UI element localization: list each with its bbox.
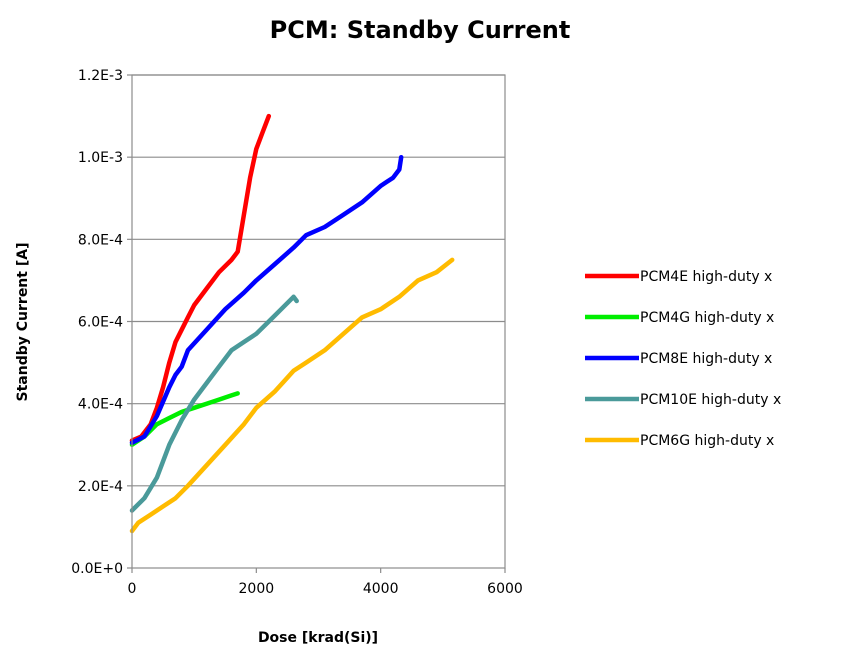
series-line-5 bbox=[129, 257, 455, 534]
legend-label: PCM8E high-duty x bbox=[640, 351, 772, 367]
y-tick-label: 1.2E-3 bbox=[78, 68, 123, 84]
axes-layer bbox=[131, 74, 506, 569]
x-axis-title: Dose [krad(Si)] bbox=[258, 630, 378, 646]
y-tick-label: 2.0E-4 bbox=[78, 479, 123, 495]
legend-label: PCM4G high-duty x bbox=[640, 310, 774, 326]
x-tick-label: 6000 bbox=[487, 581, 523, 597]
series-line-3 bbox=[129, 154, 404, 445]
legend-label: PCM10E high-duty x bbox=[640, 392, 781, 408]
x-tick-label: 2000 bbox=[239, 581, 275, 597]
legend-label: PCM6G high-duty x bbox=[640, 433, 774, 449]
y-tick-label: 1.0E-3 bbox=[78, 150, 123, 166]
series-line-4 bbox=[129, 294, 299, 513]
y-tick-label: 4.0E-4 bbox=[78, 397, 123, 413]
legend: PCM4E high-duty x PCM4G high-duty x PCM8E … bbox=[585, 269, 781, 449]
y-tick-label: 8.0E-4 bbox=[78, 232, 123, 248]
series-layer bbox=[129, 113, 455, 534]
plot-area bbox=[127, 74, 506, 573]
y-axis-title: Standby Current [A] bbox=[15, 243, 31, 402]
x-tick-labels: 0 2000 4000 6000 bbox=[128, 581, 523, 597]
chart-title: PCM: Standby Current bbox=[270, 16, 571, 44]
y-tick-label: 0.0E+0 bbox=[71, 561, 123, 577]
y-tick-label: 6.0E-4 bbox=[78, 315, 123, 331]
x-tick-label: 0 bbox=[128, 581, 137, 597]
legend-label: PCM4E high-duty x bbox=[640, 269, 772, 285]
series-line-1 bbox=[129, 113, 272, 443]
x-tick-label: 4000 bbox=[363, 581, 399, 597]
plot-border bbox=[131, 74, 506, 569]
y-tick-labels: 0.0E+0 2.0E-4 4.0E-4 6.0E-4 8.0E-4 1.0E-3 1.2E… bbox=[71, 68, 123, 577]
